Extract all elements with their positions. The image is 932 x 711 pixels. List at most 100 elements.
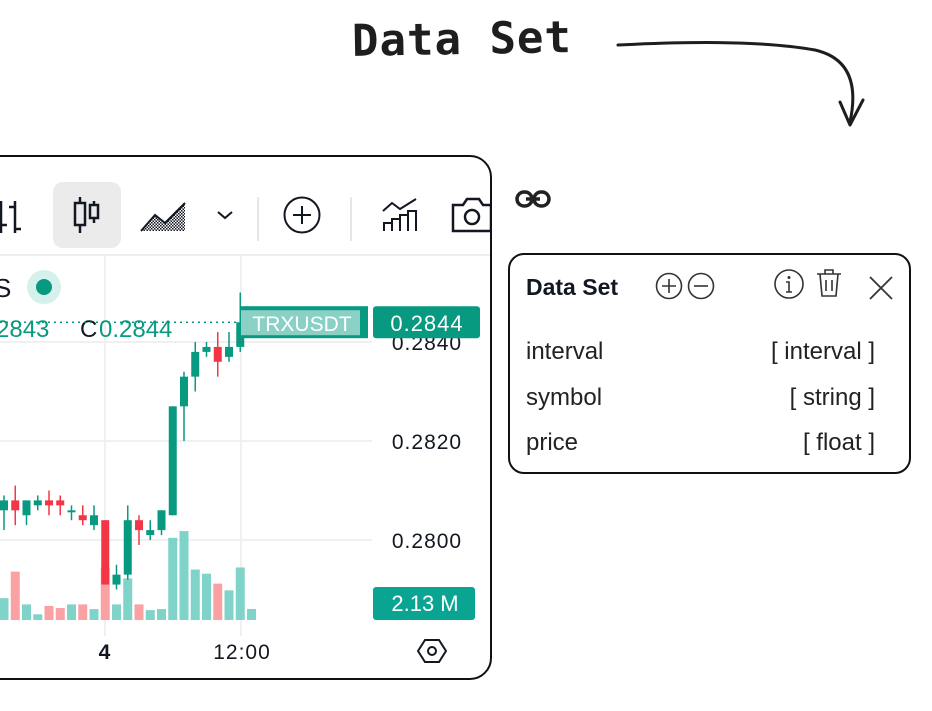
annotation-title: Data Set: [351, 12, 573, 67]
candle-body: [168, 406, 177, 516]
area-icon: [140, 202, 186, 232]
panel-title: Data Set: [526, 274, 619, 300]
toolbar-divider: [350, 197, 352, 241]
candle-body: [45, 500, 53, 506]
candles-button[interactable]: [53, 182, 121, 248]
candle-body: [0, 500, 8, 511]
volume-bar: [157, 609, 166, 620]
candle-body: [135, 520, 143, 531]
volume-bar: [179, 531, 189, 620]
field-type: [ float ]: [802, 429, 875, 456]
trash-icon[interactable]: [813, 266, 845, 300]
volume-badge: [373, 587, 475, 620]
field-row: interval [ interval ]: [526, 338, 875, 366]
candle-body: [157, 510, 166, 531]
volume-bar: [145, 610, 155, 620]
field-row: price [ float ]: [526, 429, 875, 457]
info-icon[interactable]: [773, 268, 805, 300]
field-name: price: [526, 429, 579, 456]
candle-body: [78, 515, 87, 521]
volume-bar: [22, 604, 31, 620]
legend-symbol: S: [0, 273, 11, 303]
field-row: symbol [ string ]: [526, 384, 875, 412]
field-type: [ string ]: [789, 384, 875, 411]
chart-widget: S2843C0.28440.28400.28200.2800TRXUSDT0.2…: [0, 155, 492, 680]
add-button[interactable]: [277, 182, 327, 248]
chart-type-dropdown[interactable]: [210, 182, 240, 248]
legend-ohlc-value: 2843: [0, 316, 49, 343]
volume-bar: [134, 604, 144, 620]
symbol-label-inner: [241, 310, 360, 336]
symbol-label: TRXUSDT: [252, 313, 351, 336]
candle-body: [11, 500, 20, 511]
time-tick-label: 4: [99, 641, 112, 664]
volume-bar: [10, 571, 20, 620]
candle-body: [236, 322, 245, 347]
volume-bar: [33, 614, 43, 620]
last-price-badge: [373, 306, 480, 339]
volume-bar: [213, 583, 223, 620]
candle-body: [112, 574, 121, 585]
field-type: [ interval ]: [770, 338, 875, 365]
candle-body: [101, 520, 110, 585]
status-dot: [36, 279, 52, 295]
volume-bar: [89, 609, 99, 620]
time-tick-label: 12:00: [213, 641, 271, 664]
candle-body: [90, 515, 98, 526]
toolbar-divider: [257, 197, 259, 241]
volume-bar: [247, 608, 256, 620]
candle-body: [33, 500, 42, 506]
legend-close-label: C: [80, 316, 97, 343]
volume-bar: [78, 604, 88, 620]
legend-close-value: 0.2844: [99, 316, 172, 343]
candle-body: [225, 346, 233, 357]
candle-body: [180, 376, 188, 407]
camera-icon: [451, 197, 490, 233]
last-price-label: 0.2844: [390, 311, 463, 336]
close-icon[interactable]: [868, 275, 894, 301]
screenshot-button[interactable]: [447, 182, 490, 248]
bars-icon: [0, 201, 21, 233]
volume-bar: [202, 573, 211, 620]
data-set-node[interactable]: Data Set interval [ interval ] symbol [ st…: [508, 253, 911, 474]
volume-bar: [190, 569, 200, 620]
candle-body: [191, 351, 200, 377]
volume-bar: [100, 567, 110, 620]
volume-bar: [67, 604, 76, 620]
candlestick-chart[interactable]: S2843C0.28440.28400.28200.2800TRXUSDT0.2…: [0, 256, 490, 678]
candle-body: [123, 520, 132, 575]
candles-icon: [73, 197, 100, 233]
volume-bar: [44, 605, 54, 620]
candle-body: [67, 510, 76, 513]
candle-body: [56, 500, 65, 506]
annotation-arrow-icon: [616, 41, 865, 127]
settings-icon-center: [427, 646, 437, 656]
add-icon: [283, 196, 321, 234]
candle-body: [202, 346, 211, 352]
volume-bar: [55, 608, 65, 620]
indicators-button[interactable]: [375, 182, 425, 248]
add-field-icon[interactable]: [654, 271, 684, 301]
price-tick-label: 0.2800: [392, 530, 462, 553]
volume-bar: [123, 578, 133, 620]
volume-bar: [112, 604, 121, 620]
volume-bar: [0, 598, 9, 620]
volume-bar: [168, 537, 178, 620]
price-tick-label: 0.2820: [392, 431, 462, 454]
link-icon[interactable]: [514, 186, 552, 212]
candle-body: [213, 346, 222, 362]
chevron-down-icon: [217, 211, 233, 220]
settings-icon[interactable]: [416, 639, 448, 663]
field-name: symbol: [526, 384, 603, 411]
remove-field-icon[interactable]: [686, 271, 716, 301]
volume-label: 2.13 M: [391, 591, 458, 616]
bars-button[interactable]: [0, 182, 32, 248]
chart-toolbar: [0, 157, 490, 256]
area-chart-button[interactable]: [134, 182, 194, 248]
candle-body: [146, 530, 155, 536]
field-name: interval: [526, 338, 604, 365]
volume-bar: [235, 567, 245, 620]
volume-bar: [224, 590, 234, 620]
candle-body: [22, 500, 31, 516]
indicators-icon: [382, 198, 417, 231]
